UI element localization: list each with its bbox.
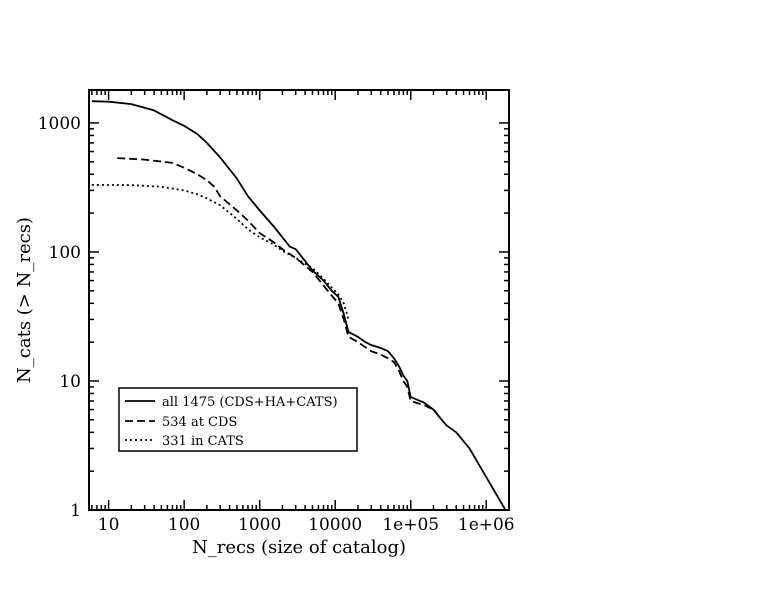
x-tick-label: 1e+05 [382, 515, 439, 535]
x-tick-label: 10000 [308, 515, 362, 535]
legend-entry-cats: 331 in CATS [162, 434, 244, 449]
x-tick-label: 1e+06 [458, 515, 515, 535]
legend-box [118, 387, 358, 452]
x-tick-label: 1000 [238, 515, 281, 535]
legend-entry-cds: 534 at CDS [162, 415, 237, 430]
series-line-cds [117, 157, 442, 420]
series-line-cats [91, 184, 350, 320]
y-tick-label: 1 [70, 501, 81, 521]
legend: all 1475 (CDS+HA+CATS) 534 at CDS 331 in… [118, 387, 358, 452]
tick-marks [89, 90, 510, 511]
x-axis-title: N_recs (size of catalog) [192, 537, 406, 558]
plot-frame [88, 89, 510, 511]
x-tick-label: 100 [168, 515, 200, 535]
y-axis-title: N_cats (> N_recs) [14, 217, 35, 383]
y-tick-label: 100 [49, 243, 81, 263]
y-tick-label: 10 [59, 372, 81, 392]
legend-entry-all: all 1475 (CDS+HA+CATS) [162, 395, 338, 410]
series-line-all [91, 100, 507, 511]
x-tick-label: 10 [98, 515, 120, 535]
y-tick-label: 1000 [38, 114, 81, 134]
tick-labels: 10 100 1000 10000 1e+05 1e+06 1 10 100 1000 [38, 114, 515, 535]
series-layer [91, 100, 507, 511]
